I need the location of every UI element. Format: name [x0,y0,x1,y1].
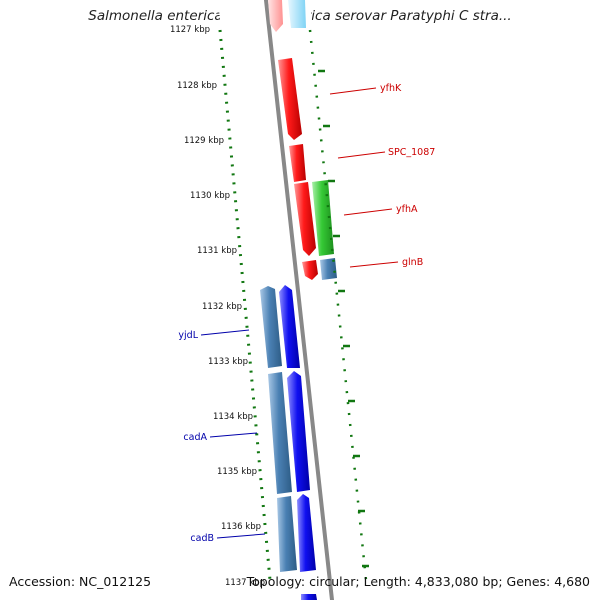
partial-gene-top [268,0,306,32]
gene-red-small[interactable] [302,260,318,280]
backbone-line [264,0,334,600]
right-tick-marks [318,69,369,568]
tick-label-1136: 1136 kbp [221,522,261,532]
tick-label-1134: 1134 kbp [213,412,253,422]
label-cadA[interactable]: cadA [183,432,207,443]
tick-label-1133: 1133 kbp [208,357,248,367]
gene-glnB[interactable] [320,258,337,280]
left-gene-labels: yjdL cadA cadB [178,329,266,544]
gene-blue-2[interactable] [287,371,310,492]
tick-label-1127: 1127 kbp [170,25,210,35]
gene-blue-1[interactable] [279,285,300,368]
tick-label-1128: 1128 kbp [177,81,217,91]
gene-SPC_1087[interactable] [289,144,306,182]
gene-cadB-steel[interactable] [277,496,297,572]
gene-yfhA-red[interactable] [294,182,316,256]
tick-label-1129: 1129 kbp [184,136,224,146]
gene-blue-3[interactable] [297,494,316,572]
label-cadB[interactable]: cadB [190,533,214,544]
tick-label-1130: 1130 kbp [190,191,230,201]
tick-labels: 1127 kbp 1128 kbp 1129 kbp 1130 kbp 1131… [170,25,265,588]
tick-label-1132: 1132 kbp [202,302,242,312]
left-dotted-ruler [218,29,272,581]
tick-label-1131: 1131 kbp [197,246,237,256]
label-yfhK[interactable]: yfhK [380,83,402,94]
gene-yjdL[interactable] [260,286,282,368]
tick-label-1137: 1137 kbp [225,578,265,588]
gene-cadA-steel[interactable] [268,372,292,494]
label-SPC_1087[interactable]: SPC_1087 [388,147,435,158]
accession-text: Accession: NC_012125 [9,574,152,589]
right-gene-labels: yfhK SPC_1087 yfhA glnB [329,83,435,268]
topology-text: Topology: circular; Length: 4,833,080 bp… [246,574,590,589]
label-glnB[interactable]: glnB [402,257,423,268]
gene-yfhA[interactable] [312,180,334,256]
right-dotted-ruler [308,29,368,581]
gene-yfhK[interactable] [278,58,302,140]
tick-label-1135: 1135 kbp [217,467,257,477]
label-yfhA[interactable]: yfhA [396,204,418,215]
label-yjdL[interactable]: yjdL [178,330,198,341]
gene-blue-bottom[interactable] [301,594,317,600]
